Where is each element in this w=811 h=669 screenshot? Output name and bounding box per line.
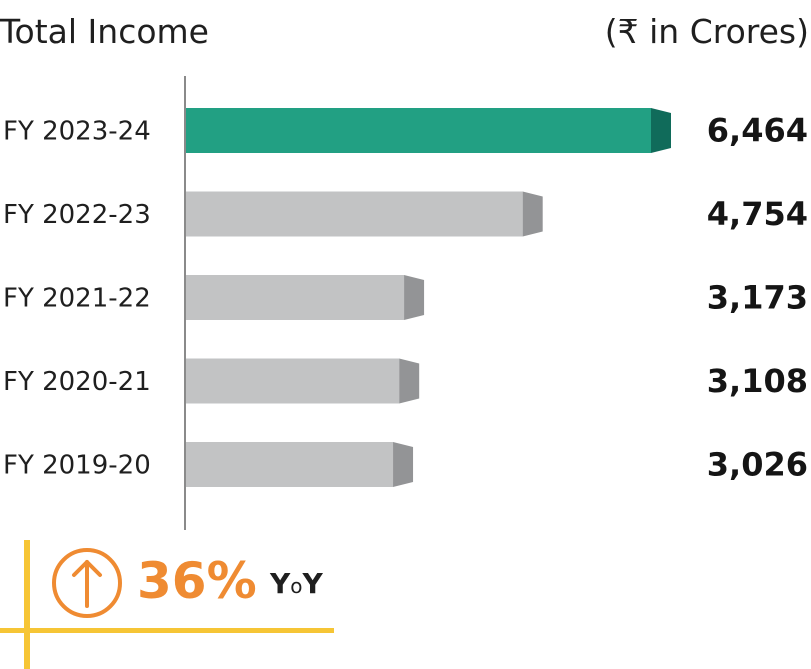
yoy-growth-value: 36% — [137, 552, 257, 610]
value-label-2: 3,173 — [707, 279, 808, 317]
bar-end-cap-2 — [404, 275, 425, 320]
bar-end-cap-1 — [522, 191, 543, 237]
value-label-3: 3,108 — [707, 362, 808, 400]
bar-3 — [186, 358, 400, 404]
category-label-1: FY 2022-23 — [3, 200, 151, 230]
yoy-label-y2: Y — [302, 567, 323, 600]
bar-end-cap-0 — [651, 108, 671, 153]
bar-0 — [186, 108, 651, 153]
value-label-4: 3,026 — [707, 446, 808, 484]
category-label-0: FY 2023-24 — [3, 117, 151, 147]
bar-end-cap-3 — [399, 358, 420, 404]
bar-2 — [186, 275, 405, 320]
category-label-3: FY 2020-21 — [3, 367, 151, 397]
yoy-label-o: o — [290, 574, 303, 598]
category-label-2: FY 2021-22 — [3, 284, 151, 314]
decorative-horizontal-line — [0, 628, 334, 633]
yoy-callout: 36% YoY — [0, 540, 340, 669]
chart-title: Total Income — [0, 12, 209, 51]
bar-chart: FY 2023-24 6,464 FY 2022-23 4,754 FY 2021-22… — [3, 76, 808, 530]
value-label-1: 4,754 — [707, 195, 808, 233]
yoy-label: YoY — [270, 564, 323, 606]
value-label-0: 6,464 — [707, 112, 808, 150]
bar-4 — [186, 442, 394, 487]
decorative-vertical-line — [24, 540, 30, 669]
bar-1 — [186, 191, 523, 237]
bar-end-cap-4 — [393, 442, 414, 487]
category-label-4: FY 2019-20 — [3, 451, 151, 481]
yoy-label-y1: Y — [270, 567, 291, 600]
arrow-up-circle-icon — [52, 548, 122, 618]
chart-unit: (₹ in Crores) — [604, 12, 809, 51]
